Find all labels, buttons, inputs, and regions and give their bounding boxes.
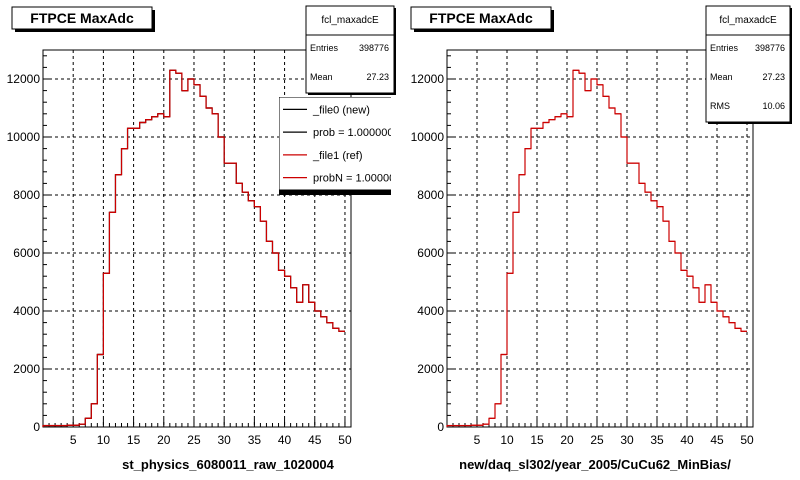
stats-label: Mean — [710, 72, 733, 82]
stats-name: fcl_maxadcE — [719, 15, 777, 26]
x-tick-label: 30 — [620, 433, 634, 447]
stats-name: fcl_maxadcE — [321, 15, 379, 26]
y-tick-label: 6000 — [13, 246, 40, 260]
y-tick-label: 8000 — [417, 188, 444, 202]
y-tick-label: 6000 — [417, 246, 444, 260]
legend-shadow — [279, 190, 391, 195]
legend-label: _file1 (ref) — [312, 150, 363, 162]
title-box — [11, 6, 153, 30]
x-tick-label: 35 — [650, 433, 664, 447]
y-tick-label: 8000 — [13, 188, 40, 202]
x-tick-label: 25 — [590, 433, 604, 447]
y-tick-label: 2000 — [13, 362, 40, 376]
y-tick-label: 0 — [33, 420, 40, 434]
histogram-series-2 — [42, 69, 345, 427]
histogram-outline — [42, 69, 345, 427]
x-tick-label: 50 — [740, 433, 754, 447]
x-tick-label: 40 — [680, 433, 694, 447]
legend-box — [279, 97, 391, 191]
x-tick-label: 20 — [560, 433, 574, 447]
x-tick-label: 10 — [97, 433, 111, 447]
plot-frame — [446, 49, 754, 428]
legend-inner: _file0 (new) prob = 1.000000 _file1 (ref) p… — [279, 97, 401, 195]
y-tick-label: 4000 — [417, 304, 444, 318]
x-tick-label: 20 — [157, 433, 171, 447]
stats-box — [305, 5, 395, 94]
stats-label: Entries — [710, 43, 739, 53]
stats-value: 398776 — [755, 43, 785, 53]
x-axis-label: new/daq_sl302/year_2005/CuCu62_MinBias/ — [459, 457, 731, 472]
stats-label: RMS — [710, 101, 730, 111]
y-tick-label: 2000 — [417, 362, 444, 376]
x-tick-label: 10 — [500, 433, 514, 447]
y-tick-label: 0 — [437, 420, 444, 434]
chart-panel-1: 5 10 15 20 25 30 35 40 45 50 0 2000 4000 6000 8000 1000… — [7, 5, 401, 472]
y-tick-label: 12000 — [7, 72, 41, 86]
stats-value: 27.23 — [762, 72, 785, 82]
y-tick-label: 4000 — [13, 304, 40, 318]
y-tick-label: 10000 — [7, 130, 41, 144]
chart-title: FTPCE MaxAdc — [30, 10, 134, 26]
stats-value: 398776 — [359, 43, 389, 53]
stats-value: 27.23 — [366, 72, 389, 82]
stats-value: 10.06 — [762, 101, 785, 111]
y-tick-label: 10000 — [411, 130, 445, 144]
title-box — [410, 6, 552, 30]
x-tick-label: 40 — [278, 433, 292, 447]
histogram-outline — [446, 69, 747, 427]
x-tick-label: 15 — [530, 433, 544, 447]
x-tick-label: 30 — [217, 433, 231, 447]
x-tick-label: 25 — [187, 433, 201, 447]
legend-label: _file0 (new) — [312, 104, 370, 116]
x-tick-label: 35 — [248, 433, 262, 447]
x-tick-label: 45 — [308, 433, 322, 447]
x-tick-label: 5 — [474, 433, 481, 447]
y-tick-label: 12000 — [411, 72, 445, 86]
legend-label: probN = 1.000000 — [313, 173, 401, 185]
legend: _file0 (new) prob = 1.000000 _file1 (ref) p… — [279, 97, 401, 195]
x-tick-label: 50 — [338, 433, 352, 447]
chart-title: FTPCE MaxAdc — [429, 10, 533, 26]
x-axis-label: st_physics_6080011_raw_1020004 — [122, 457, 335, 472]
stats-box — [705, 5, 791, 123]
histogram-series-1 — [446, 69, 747, 427]
x-tick-label: 45 — [710, 433, 724, 447]
stats-label: Entries — [310, 43, 339, 53]
stats-label: Mean — [310, 72, 333, 82]
legend-label: prob = 1.000000 — [313, 127, 393, 139]
x-tick-label: 5 — [70, 433, 77, 447]
x-tick-label: 15 — [127, 433, 141, 447]
chart-panel-2: 5 10 15 20 25 30 35 40 45 50 0 2000 4000 6000 8000 1000… — [410, 5, 792, 472]
